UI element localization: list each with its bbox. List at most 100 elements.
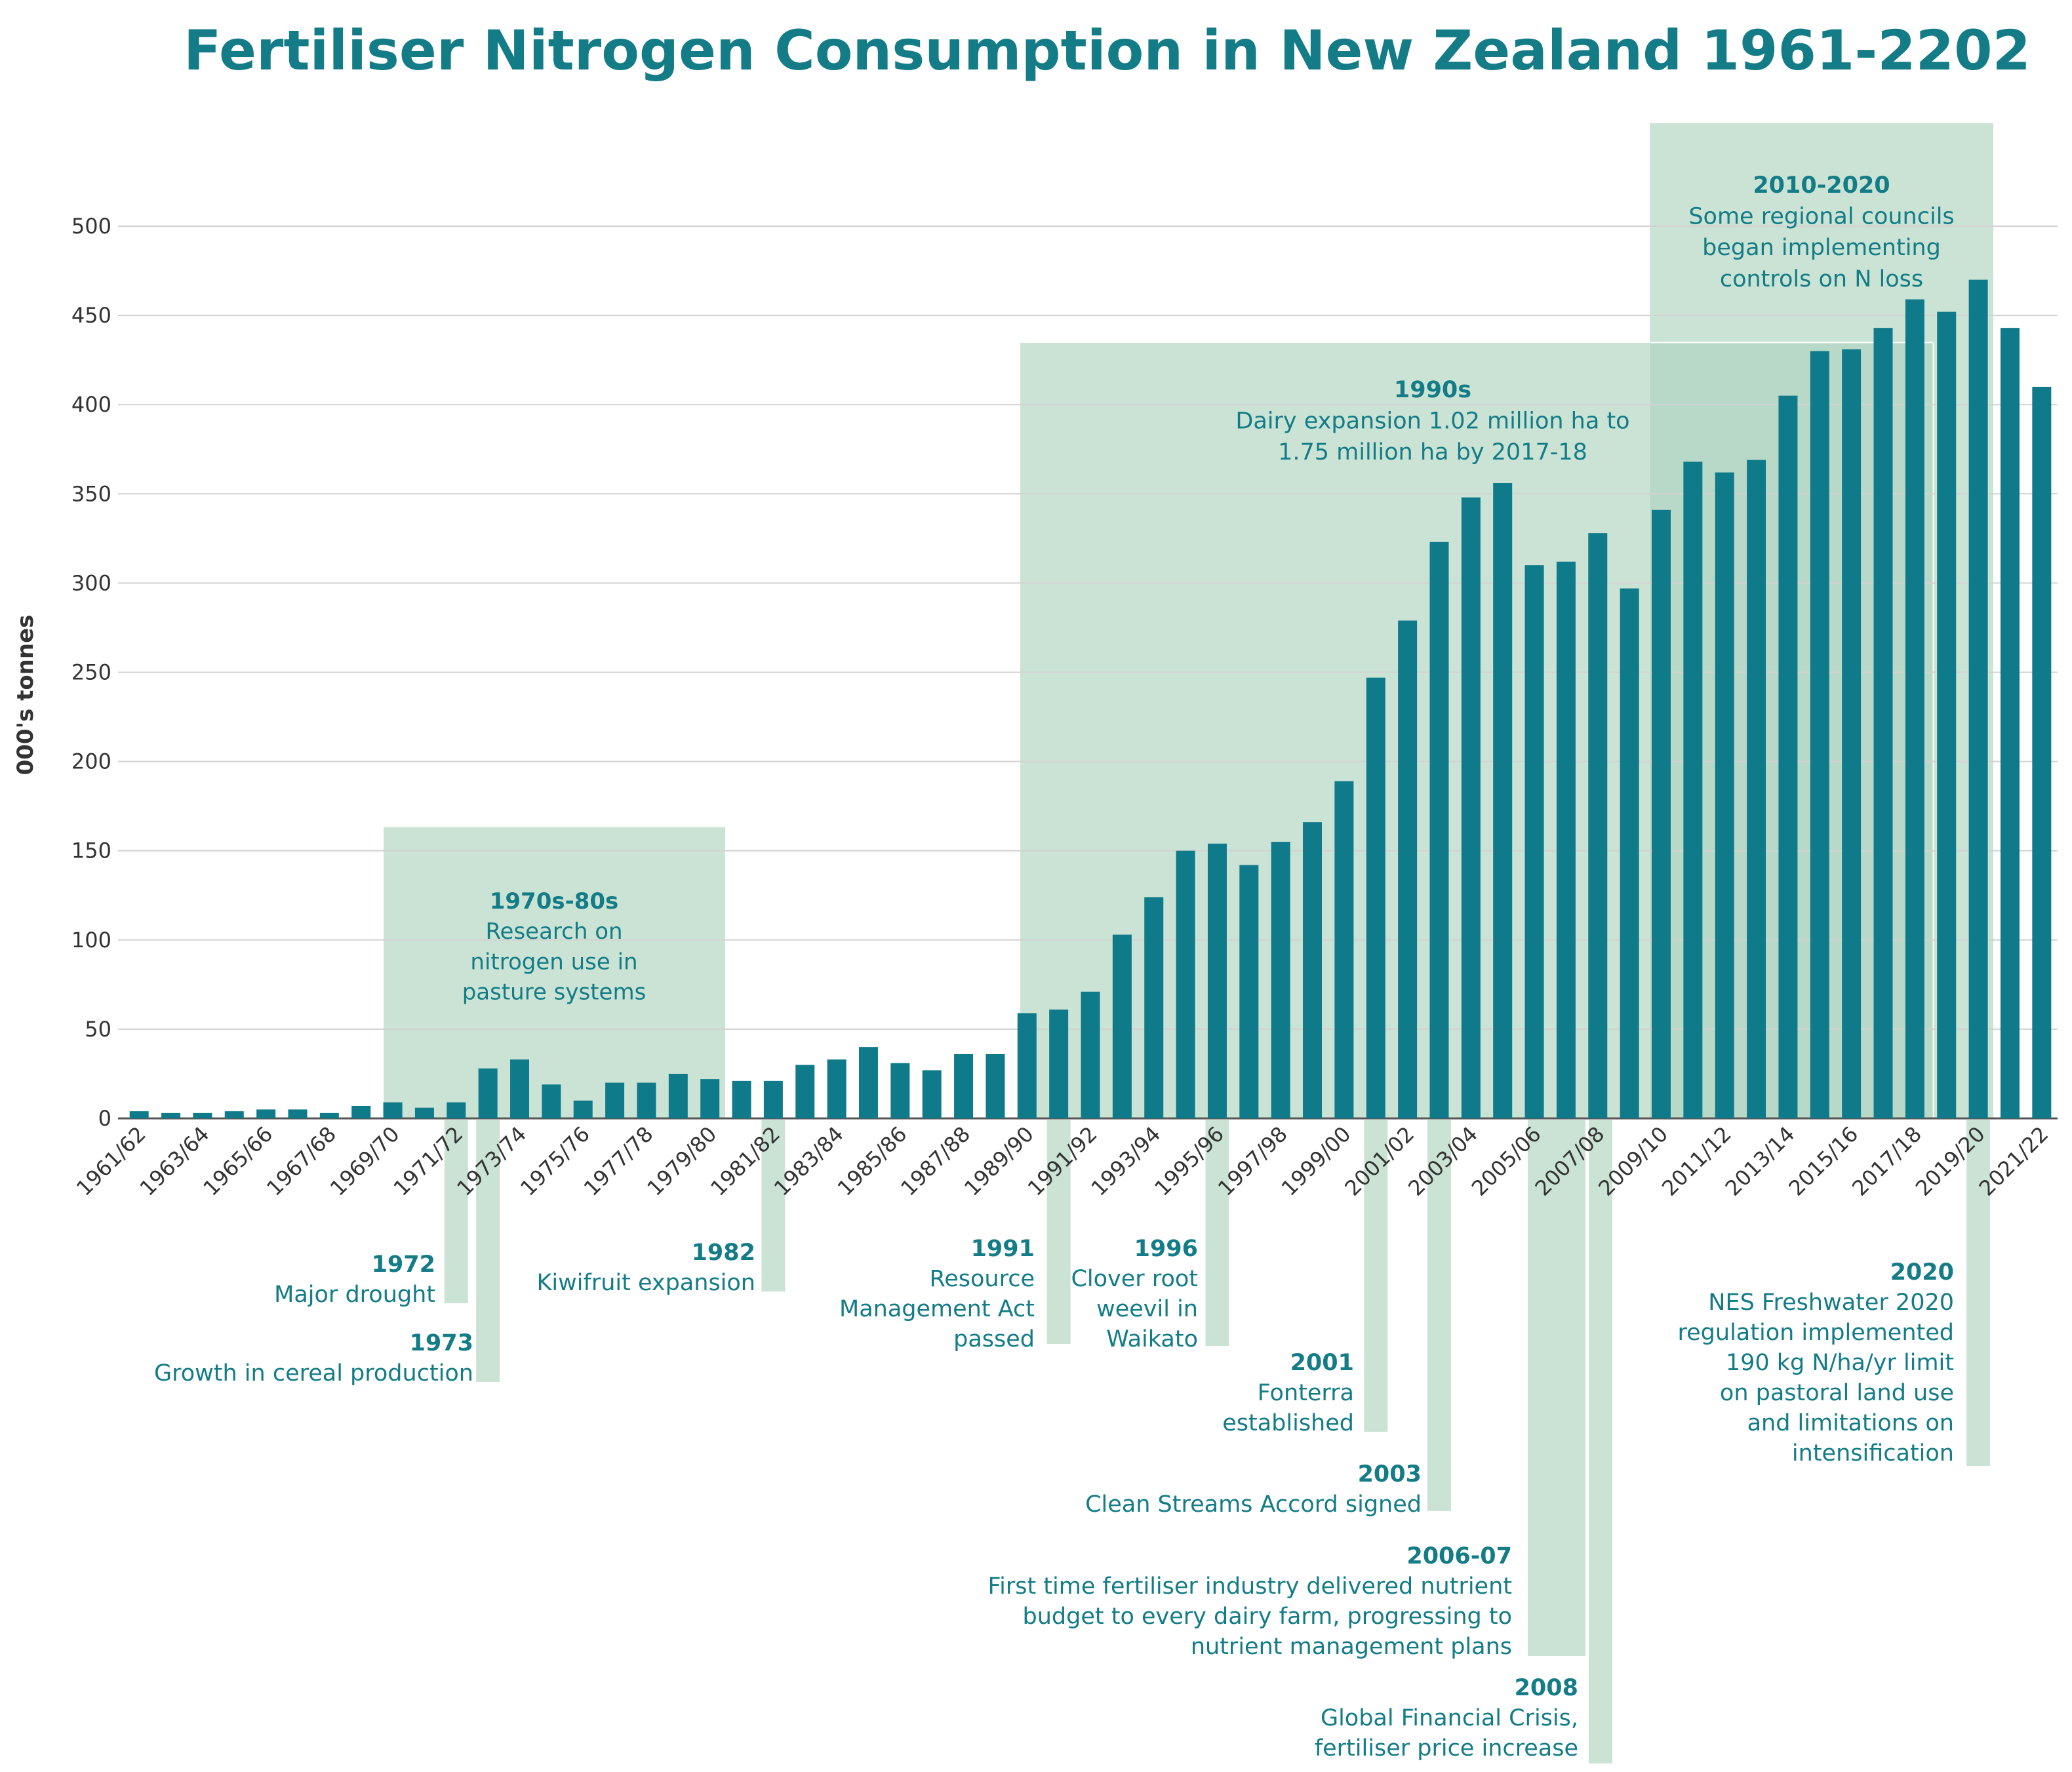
event-band (476, 1120, 500, 1382)
event-description: Management Act (839, 1296, 1035, 1322)
event-year: 2008 (1515, 1675, 1578, 1701)
y-tick-label: 150 (71, 838, 111, 863)
y-tick-label: 500 (71, 214, 111, 239)
bar (1556, 561, 1576, 1118)
era-highlight (384, 827, 725, 1118)
event-band (1427, 1120, 1451, 1511)
event-description: weevil in (1096, 1296, 1198, 1322)
bar (1398, 620, 1418, 1118)
bar (2000, 328, 2020, 1118)
bar (1049, 1009, 1069, 1118)
bar (1017, 1013, 1037, 1118)
x-tick-label: 2017/18 (1847, 1122, 1926, 1201)
bar (1461, 497, 1481, 1118)
event-year: 2006-07 (1406, 1543, 1512, 1569)
y-tick-label: 250 (71, 660, 111, 685)
event-description: on pastoral land use (1720, 1380, 1954, 1406)
bar (605, 1082, 625, 1118)
gridlines (118, 226, 2058, 1120)
y-axis-label: 000's tonnes (12, 615, 39, 776)
event-year: 1982 (692, 1240, 755, 1266)
event-year: 2020 (1890, 1259, 1954, 1286)
event-description: passed (953, 1326, 1035, 1352)
era-year: 1990s (1394, 377, 1471, 403)
bar (668, 1073, 688, 1118)
bar (1620, 588, 1639, 1118)
bar (1144, 897, 1164, 1118)
event-year: 1991 (971, 1236, 1035, 1262)
x-tick-label: 1989/90 (959, 1122, 1039, 1201)
event-annotations: 1972 Major drought 1973 Growth in cereal pr… (154, 1236, 1954, 1762)
x-tick-label: 1963/64 (135, 1122, 214, 1201)
bar (1366, 677, 1385, 1118)
bar (1207, 843, 1227, 1118)
event-band (1046, 1120, 1071, 1344)
y-axis-ticks: 0 50 100 150 200 250 300 350 400 450 500 (71, 214, 111, 1131)
bar (319, 1112, 339, 1118)
bar (1873, 328, 1893, 1118)
event-description: Waikato (1106, 1326, 1198, 1352)
event-band (1528, 1120, 1585, 1656)
era-description: Research on (485, 918, 622, 945)
event-description: Clean Streams Accord signed (1085, 1491, 1422, 1518)
y-tick-label: 0 (98, 1106, 111, 1131)
x-tick-label: 1975/76 (515, 1122, 595, 1201)
y-tick-label: 300 (71, 570, 111, 595)
event-band (1966, 1120, 1991, 1466)
bar (1588, 533, 1608, 1118)
bar (2032, 386, 2052, 1118)
event-description: Kiwifruit expansion (536, 1270, 755, 1296)
bar (763, 1080, 783, 1118)
x-tick-label: 2013/14 (1721, 1122, 1800, 1201)
era-description: Dairy expansion 1.02 million ha to (1235, 408, 1629, 435)
event-year: 1972 (372, 1251, 435, 1278)
event-description: intensification (1792, 1440, 1954, 1467)
event-band (1589, 1120, 1612, 1763)
bar (1683, 462, 1703, 1118)
bar (288, 1109, 308, 1118)
era-description: nitrogen use in (470, 949, 637, 975)
bar (700, 1079, 720, 1118)
bar (193, 1112, 212, 1118)
event-description: fertiliser price increase (1315, 1735, 1578, 1762)
x-tick-label: 1987/88 (896, 1122, 975, 1201)
event-description: First time fertiliser industry delivered… (988, 1573, 1512, 1600)
y-tick-label: 200 (71, 749, 111, 774)
bar (1334, 781, 1354, 1118)
event-description: regulation implemented (1678, 1320, 1954, 1346)
bar (1651, 509, 1671, 1118)
event-band (1205, 1120, 1229, 1346)
event-bands (444, 1120, 1991, 1763)
bar (986, 1054, 1005, 1118)
event-description: Resource (929, 1266, 1035, 1292)
x-tick-label: 1969/70 (325, 1122, 405, 1201)
era-description: Some regional councils (1688, 204, 1954, 230)
event-description: Clover root (1071, 1266, 1198, 1292)
bar (1715, 472, 1734, 1118)
bar (1176, 850, 1195, 1118)
bar (1303, 822, 1323, 1118)
bar (510, 1059, 530, 1118)
event-description: nutrient management plans (1191, 1634, 1512, 1660)
x-tick-label: 1967/68 (262, 1122, 341, 1201)
bar (573, 1100, 593, 1118)
bar (414, 1107, 434, 1118)
event-description: Major drought (274, 1282, 435, 1308)
x-tick-label: 1993/94 (1086, 1122, 1166, 1201)
bar (827, 1059, 847, 1118)
bar (954, 1054, 974, 1118)
bar (1112, 934, 1132, 1118)
event-band (761, 1120, 786, 1291)
bar (1081, 991, 1100, 1118)
x-tick-label: 1985/86 (833, 1122, 912, 1201)
bar (447, 1102, 466, 1118)
event-year: 2003 (1358, 1461, 1422, 1487)
bar (1493, 482, 1513, 1118)
y-tick-label: 50 (85, 1017, 111, 1042)
era-year: 2010-2020 (1753, 172, 1890, 199)
bar (542, 1084, 561, 1118)
bar (224, 1111, 244, 1118)
bar (1842, 349, 1862, 1118)
era-annotations: 1970s-80s Research on nitrogen use in pastu… (462, 172, 1955, 1006)
